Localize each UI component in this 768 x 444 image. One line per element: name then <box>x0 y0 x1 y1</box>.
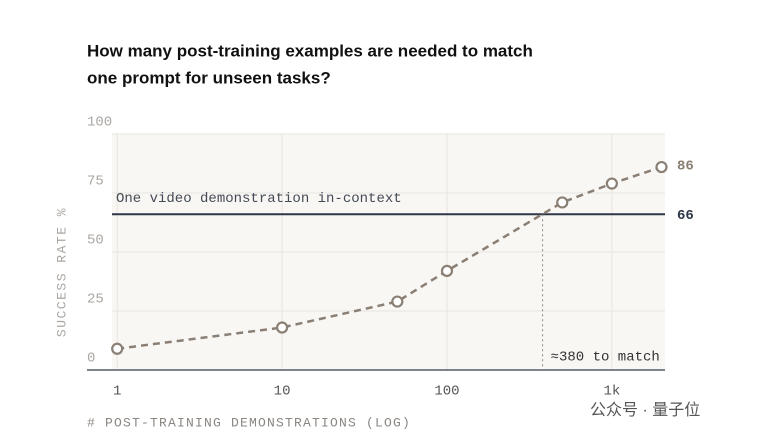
end-value-label: 86 <box>677 159 694 175</box>
reference-value: 66 <box>677 208 694 224</box>
y-tick-label: 75 <box>87 174 104 190</box>
x-axis-label: # POST-TRAINING DEMONSTRATIONS (LOG) <box>87 415 411 430</box>
x-tick-label: 10 <box>274 384 291 400</box>
data-point <box>391 295 404 308</box>
data-point <box>605 177 618 190</box>
y-tick-label: 50 <box>87 233 104 249</box>
x-tick-label: 1k <box>603 384 620 400</box>
data-point <box>275 321 289 334</box>
annotation-label: ≈380 to match <box>551 350 660 366</box>
data-point <box>111 342 124 355</box>
y-axis-label: SUCCESS RATE % <box>54 207 69 337</box>
chart-title: one prompt for unseen tasks? <box>87 68 331 87</box>
data-point <box>440 264 454 277</box>
y-tick-label: 0 <box>87 351 95 367</box>
x-tick-label: 100 <box>434 384 459 400</box>
data-point <box>655 160 668 174</box>
y-tick-label: 100 <box>87 115 112 131</box>
watermark: 公众号 · 量子位 <box>590 401 700 419</box>
y-tick-label: 25 <box>87 292 104 308</box>
data-point <box>556 196 569 209</box>
reference-label: One video demonstration in-context <box>116 191 402 207</box>
x-tick-label: 1 <box>113 384 121 400</box>
chart-title: How many post-training examples are need… <box>87 41 533 60</box>
